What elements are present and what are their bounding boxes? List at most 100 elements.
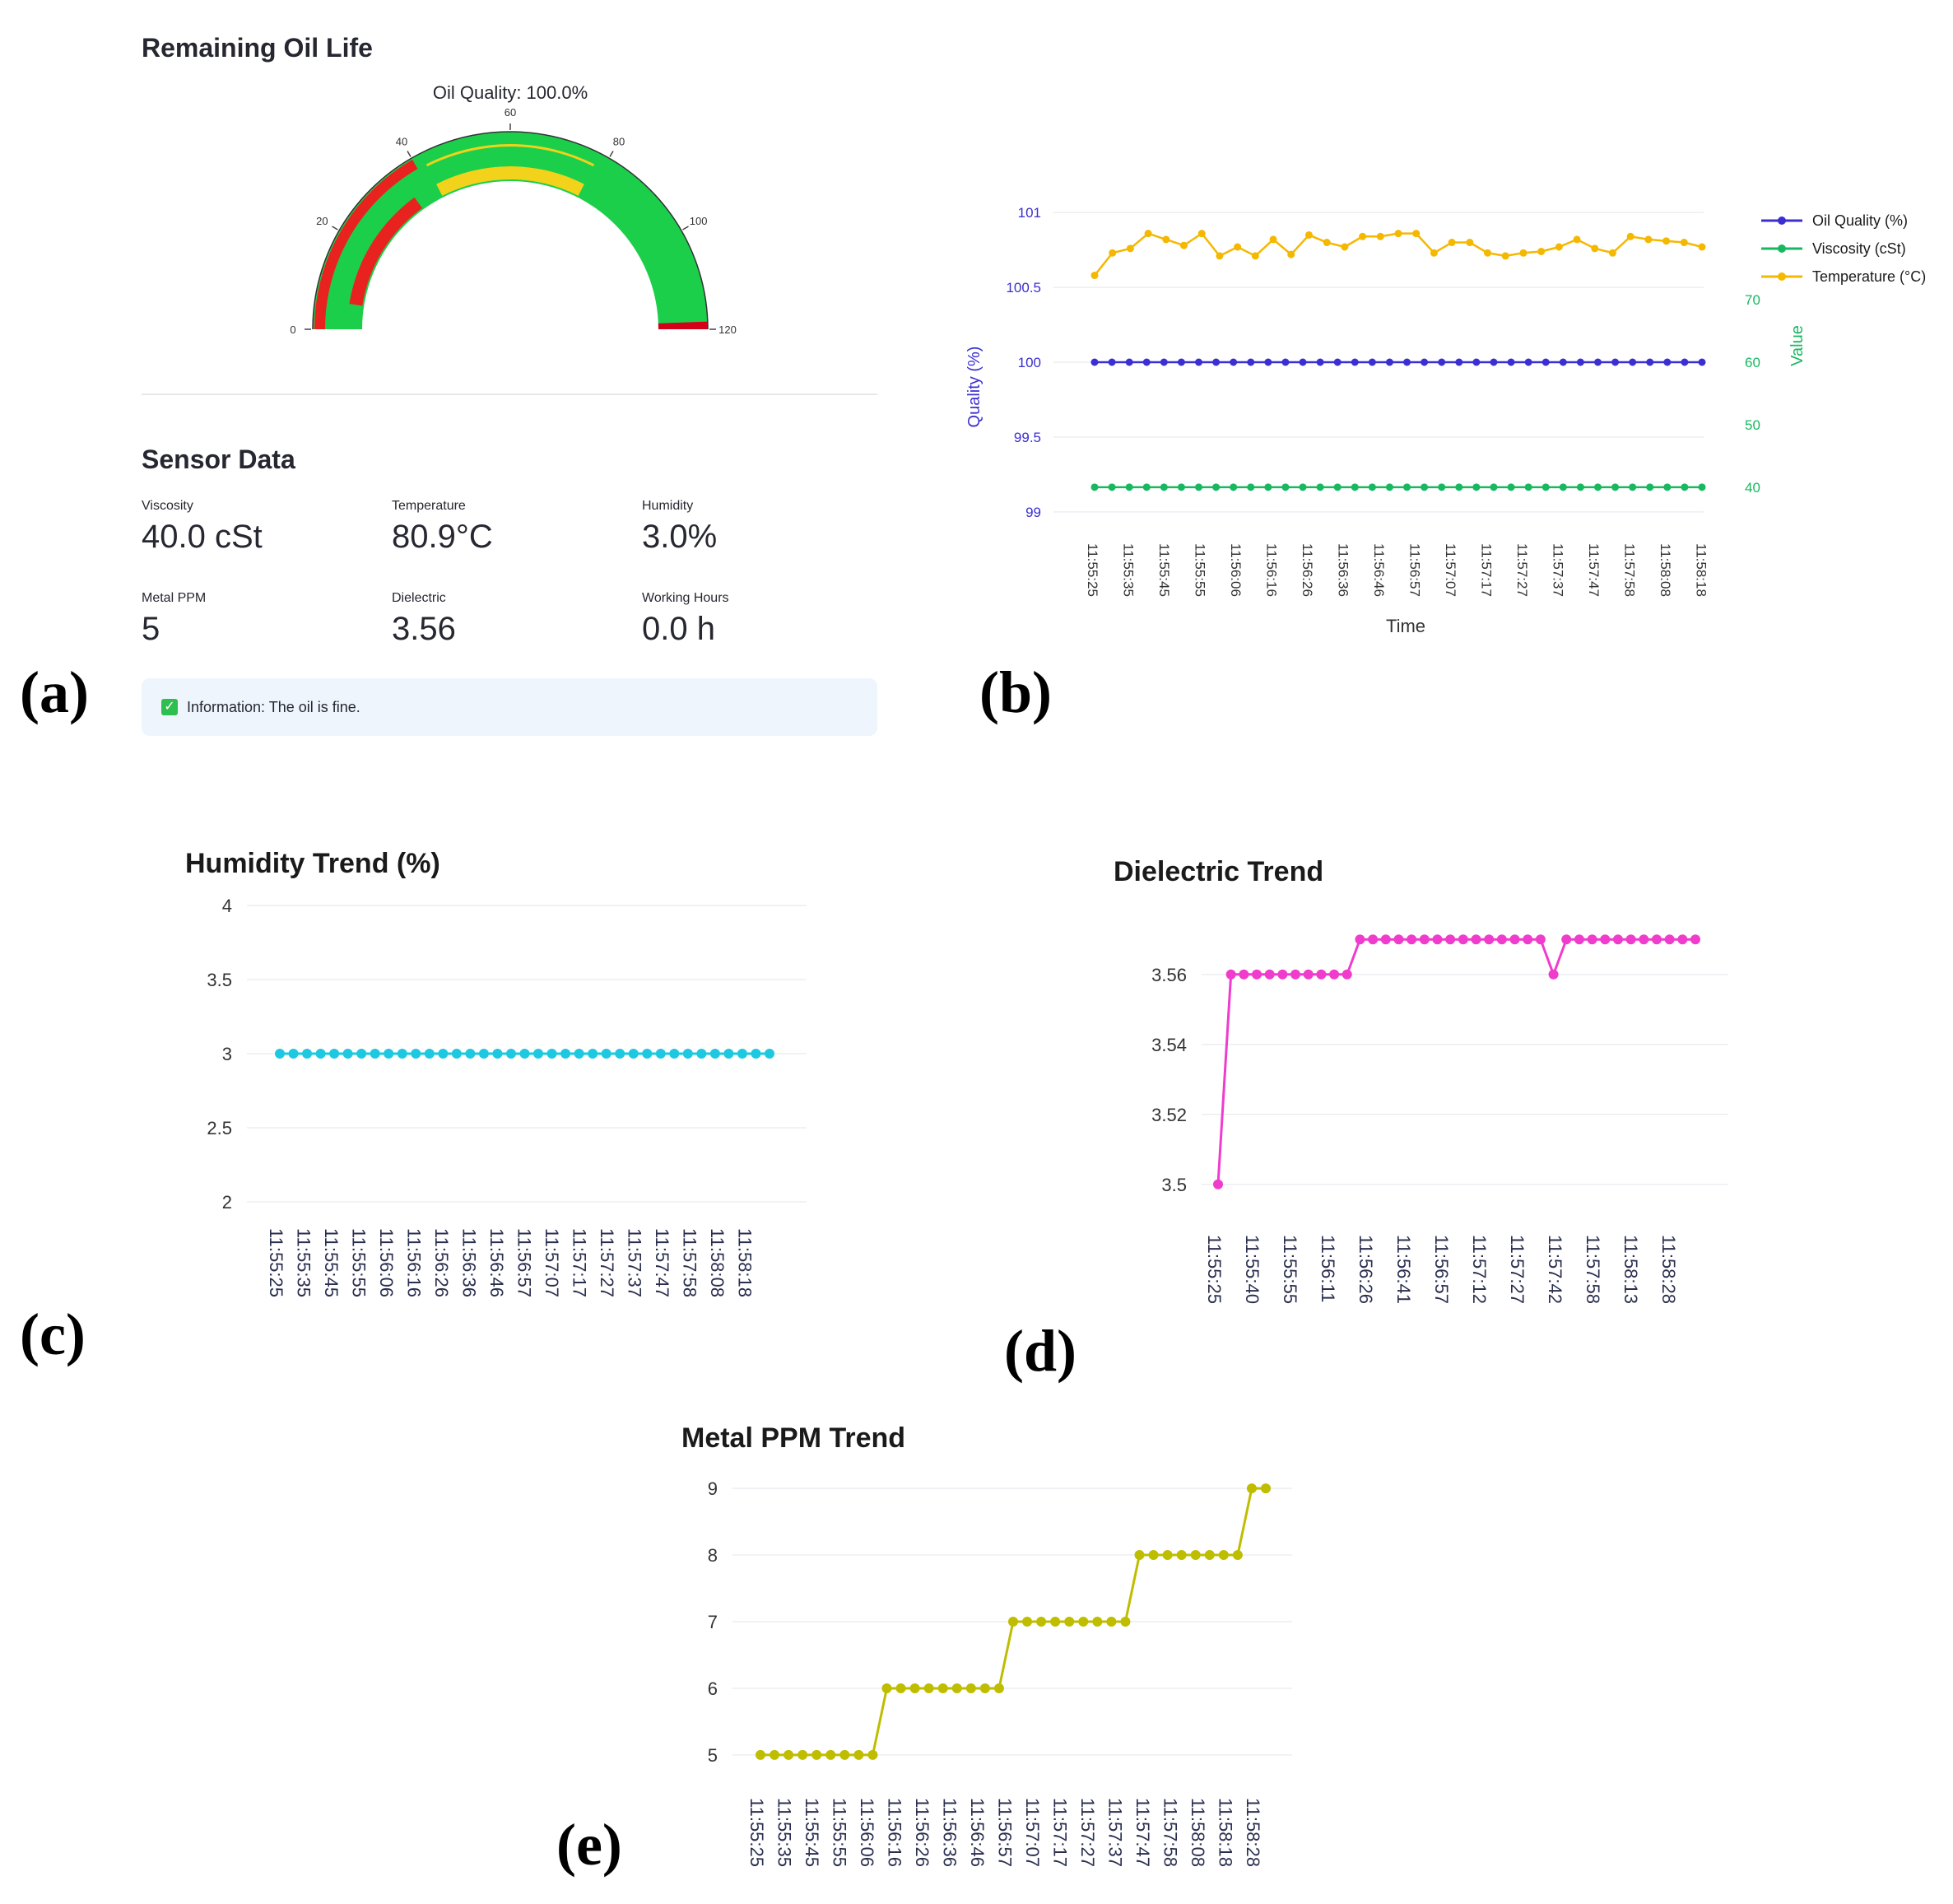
data-point: [1177, 483, 1185, 491]
data-point: [1663, 483, 1672, 491]
x-tick-label: 11:57:17: [1050, 1798, 1071, 1867]
data-point: [1304, 230, 1313, 239]
data-point: [682, 1049, 693, 1059]
metric-label: Viscosity: [142, 499, 193, 513]
data-point: [1134, 1550, 1145, 1561]
data-point: [1403, 483, 1411, 491]
data-point: [1303, 969, 1314, 980]
figure-label-a: (a): [20, 659, 89, 725]
data-point: [1109, 249, 1117, 257]
data-point: [867, 1749, 878, 1760]
data-point: [1600, 934, 1611, 945]
data-point: [1225, 969, 1236, 980]
data-point: [1341, 243, 1349, 251]
data-point: [1646, 358, 1654, 366]
metal-ppm-trend-chart: 9 8 7 6 5 11:55:25 11:55:35 11:55:45 11:55:55 11:…: [708, 1478, 1292, 1867]
gauge-tick-label: 80: [613, 135, 625, 147]
data-point: [1380, 934, 1391, 945]
data-point: [505, 1049, 516, 1059]
x-tick-label: 11:58:18: [1694, 543, 1709, 597]
data-point: [1281, 483, 1290, 491]
x-tick-label: 11:56:46: [486, 1228, 507, 1297]
data-point: [1299, 358, 1307, 366]
data-point: [1234, 243, 1242, 251]
sensor-data-title: Sensor Data: [142, 445, 295, 474]
data-point: [1445, 934, 1456, 945]
data-point: [1385, 483, 1393, 491]
y-tick-label: 4: [222, 896, 232, 916]
data-point: [1264, 483, 1272, 491]
y-tick-label: 2.5: [207, 1118, 232, 1138]
data-point: [839, 1749, 850, 1760]
gauge-tick-label: 0: [290, 324, 295, 336]
data-point: [1698, 243, 1706, 251]
data-point: [1573, 235, 1581, 244]
data-point: [1608, 249, 1616, 257]
legend-label: Viscosity (cSt): [1812, 240, 1906, 257]
metric-label: Dielectric: [392, 591, 446, 605]
x-tick-label: 11:56:57: [995, 1798, 1016, 1867]
data-point: [1523, 934, 1533, 945]
data-point: [1629, 483, 1637, 491]
x-tick-label: 11:57:27: [1507, 1235, 1528, 1304]
data-point: [709, 1049, 720, 1059]
data-point: [288, 1049, 299, 1059]
x-tick-label: 11:57:42: [1545, 1235, 1565, 1304]
x-tick-label: 11:56:41: [1393, 1235, 1414, 1304]
data-point: [642, 1049, 653, 1059]
data-point: [574, 1049, 584, 1059]
y-tick-label: 3.5: [1161, 1175, 1187, 1195]
data-point: [1195, 358, 1203, 366]
data-point: [1022, 1617, 1033, 1627]
data-point: [1213, 1179, 1223, 1189]
data-point: [478, 1049, 489, 1059]
data-point: [1455, 483, 1463, 491]
metric-working-hours: Working Hours 0.0 h: [642, 591, 729, 648]
gauge-inner-yellow: [436, 165, 584, 196]
gauge-tick-label: 120: [718, 324, 737, 336]
metric-value: 80.9°C: [392, 519, 493, 555]
data-point: [1050, 1617, 1061, 1627]
metric-value: 3.56: [392, 611, 456, 647]
y2-axis-title: Value: [1788, 325, 1807, 366]
data-point: [937, 1683, 948, 1693]
data-point: [1177, 358, 1185, 366]
data-point: [1269, 235, 1277, 244]
x-tick-label: 11:58:08: [1658, 543, 1673, 597]
data-point: [1507, 483, 1515, 491]
data-point: [723, 1049, 734, 1059]
data-point: [1230, 483, 1238, 491]
x-tick-label: 11:56:36: [1336, 543, 1351, 597]
metric-value: 40.0 cSt: [142, 519, 263, 555]
data-point: [881, 1683, 892, 1693]
x-tick-label: 11:57:07: [1443, 543, 1458, 597]
data-point: [1160, 358, 1168, 366]
x-tick-label: 11:58:13: [1621, 1235, 1641, 1304]
x-tick-label: 11:56:57: [1407, 543, 1423, 597]
x-tick-label: 11:57:07: [542, 1228, 562, 1297]
data-point: [1368, 483, 1376, 491]
metric-metal-ppm: Metal PPM 5: [142, 591, 206, 648]
y-tick-label: 8: [708, 1545, 718, 1566]
y-tick-label: 3.52: [1151, 1105, 1187, 1125]
data-point: [1677, 934, 1688, 945]
data-point: [1438, 358, 1446, 366]
data-point: [1471, 934, 1481, 945]
data-point: [1639, 934, 1649, 945]
data-point: [1507, 358, 1515, 366]
data-point: [1646, 483, 1654, 491]
humidity-trend-chart: 4 3.5 3 2.5 2 11:55:25 11:55:35 11:55:45 11:55:5…: [207, 896, 807, 1297]
data-point: [1090, 272, 1099, 280]
data-point: [811, 1749, 822, 1760]
data-point: [951, 1683, 962, 1693]
oil-quality-gauge: Oil Quality: 100.0% 0 20 40 60 80 100 120: [290, 82, 737, 336]
x-tick-label: 11:57:58: [1583, 1235, 1603, 1304]
data-point: [424, 1049, 435, 1059]
data-point: [1394, 230, 1402, 238]
y-tick-label: 5: [708, 1745, 718, 1766]
data-point: [1681, 483, 1689, 491]
metric-value: 5: [142, 611, 160, 647]
data-point: [1106, 1617, 1117, 1627]
x-tick-label: 11:56:46: [967, 1798, 988, 1867]
data-point: [1458, 934, 1468, 945]
